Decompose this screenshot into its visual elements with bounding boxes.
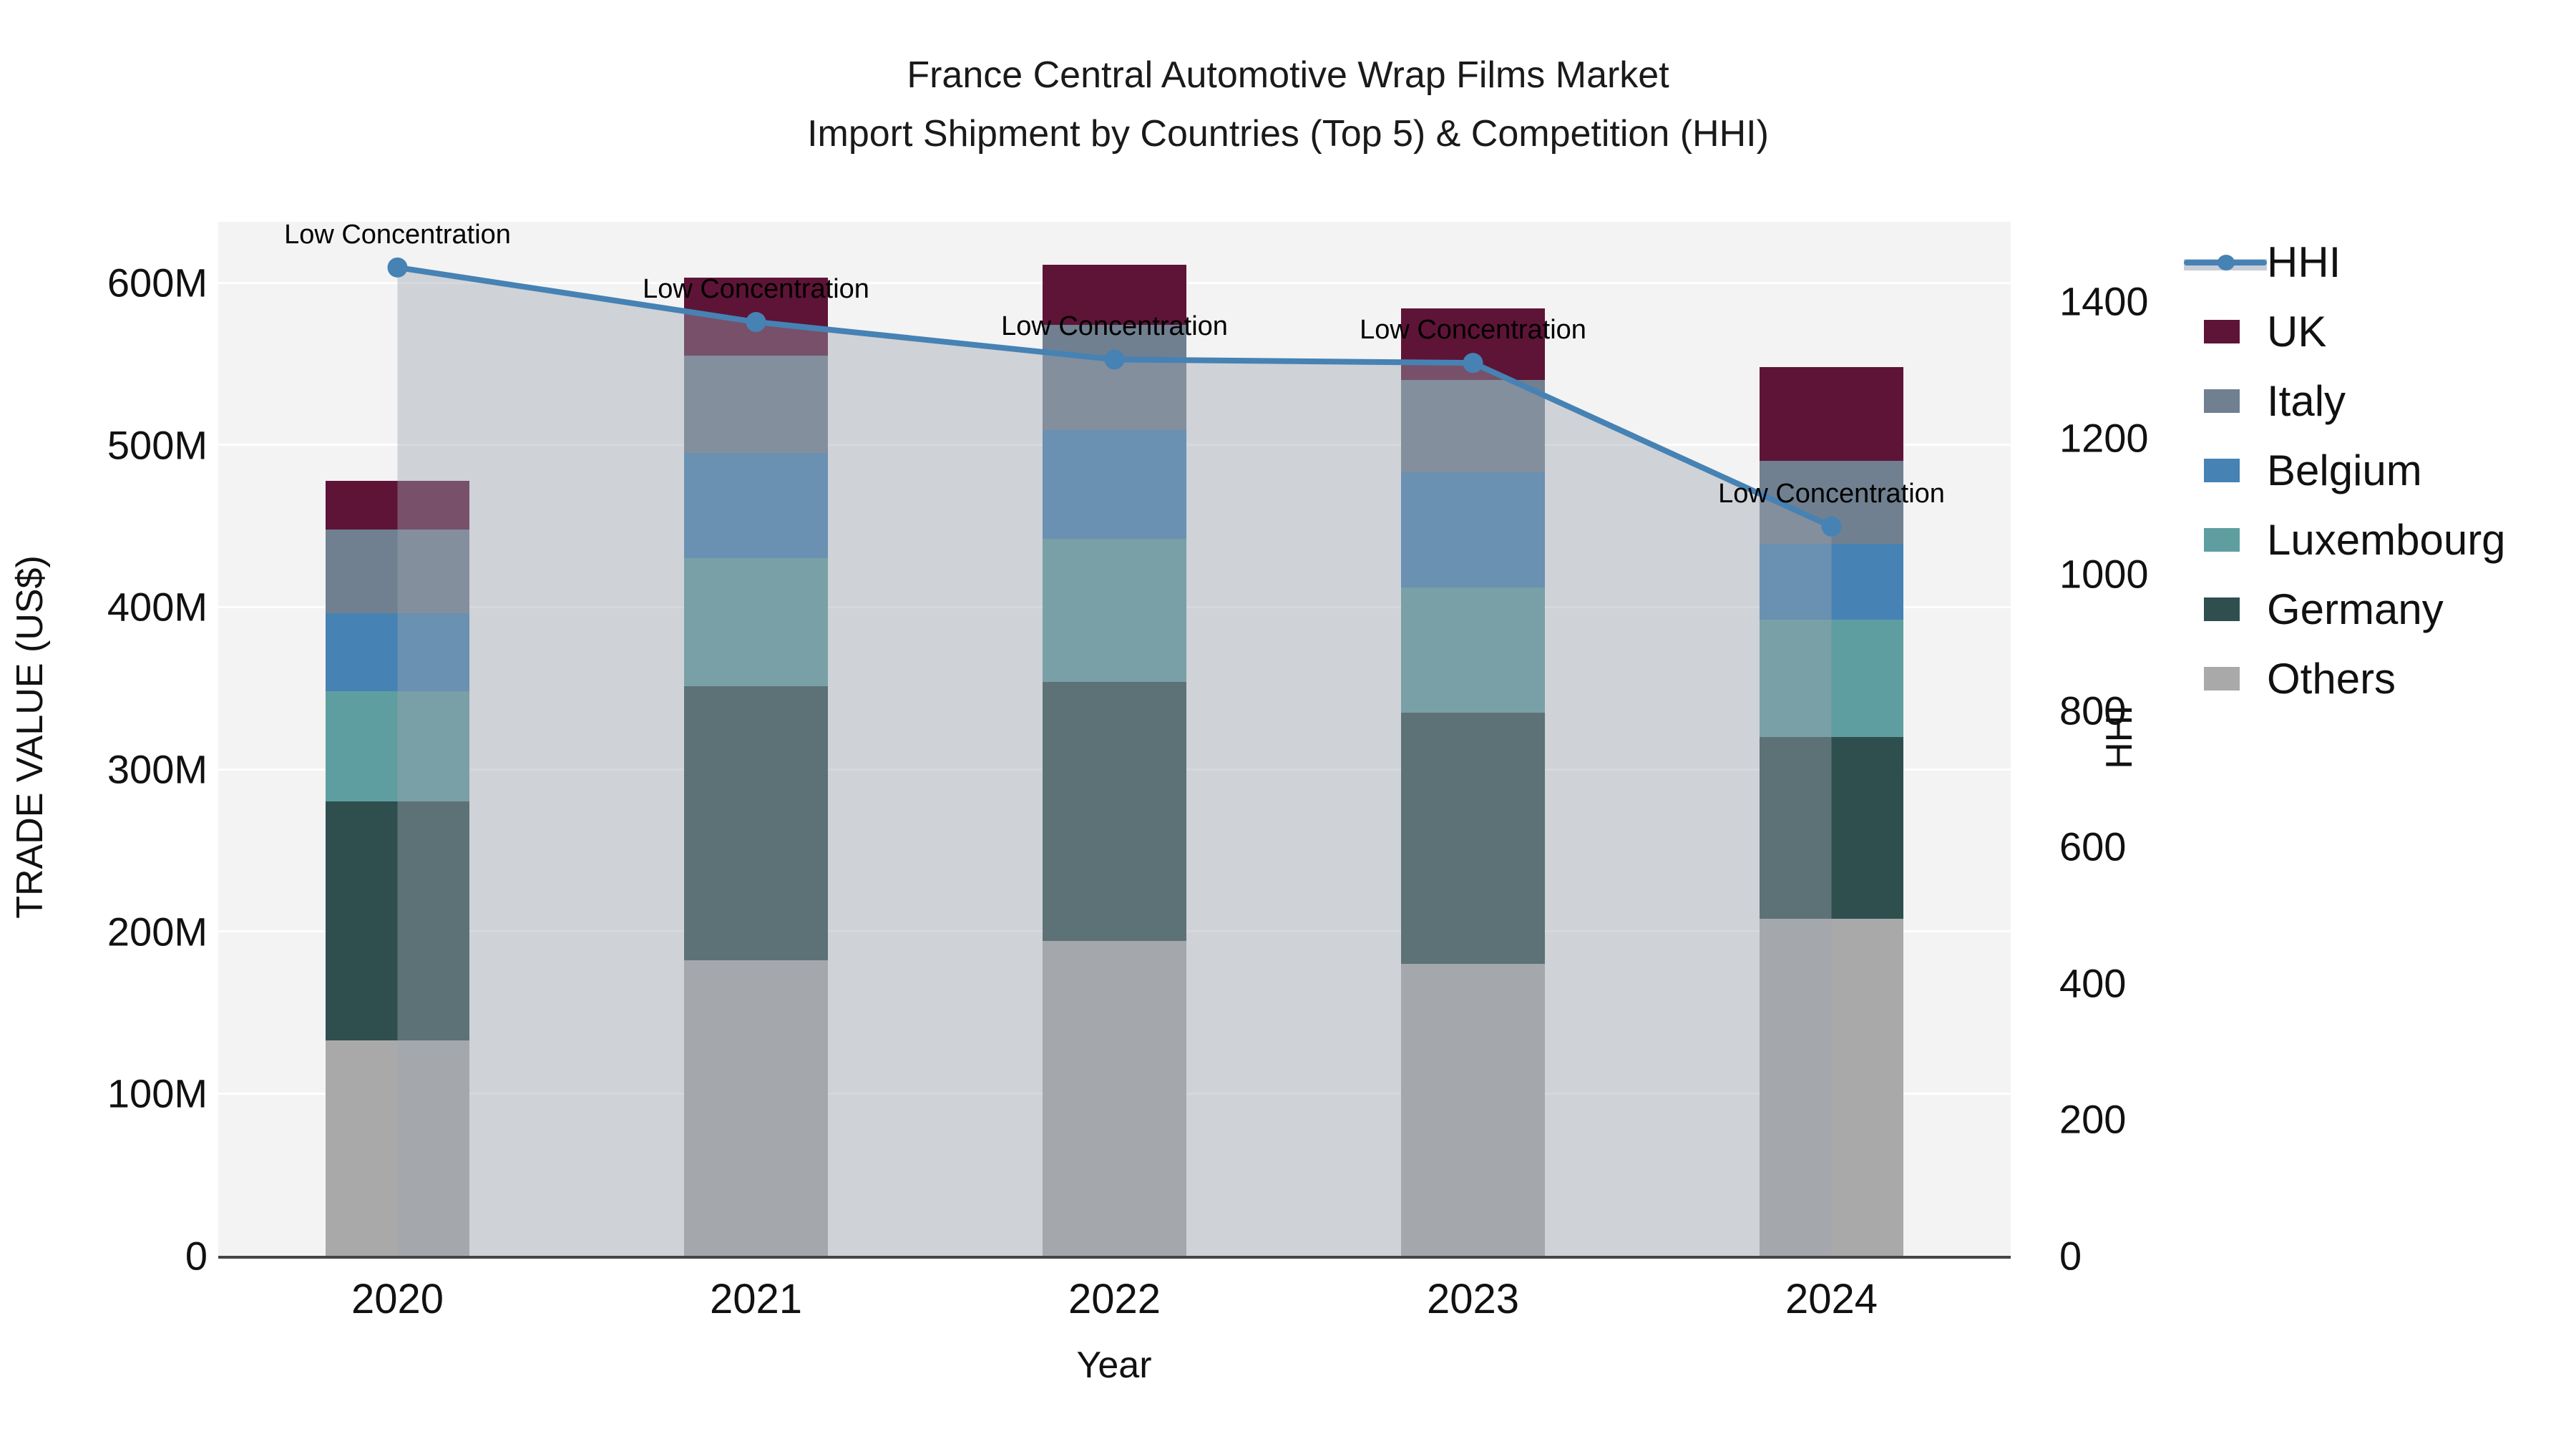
hhi-line-overlay xyxy=(387,257,1842,1256)
bar-segment-2020-luxembourg xyxy=(326,691,469,802)
bar-segment-2020-germany xyxy=(326,801,469,1040)
bar-segment-2022-luxembourg xyxy=(1043,539,1186,682)
legend-label-others: Others xyxy=(2267,655,2396,703)
bar-segment-2020-others xyxy=(326,1040,469,1256)
y-left-tick-300M: 300M xyxy=(107,746,208,792)
bar-segment-2024-uk xyxy=(1760,366,1903,462)
x-axis-title: Year xyxy=(1076,1345,1152,1386)
y-left-tick-200M: 200M xyxy=(107,909,208,955)
bar-segment-2022-belgium xyxy=(1043,430,1186,540)
x-tick-2021: 2021 xyxy=(709,1276,803,1322)
legend-label-italy: Italy xyxy=(2267,377,2346,425)
legend-swatch-belgium xyxy=(2204,459,2240,482)
hhi-marker-2021 xyxy=(746,312,766,333)
bar-segment-2024-germany xyxy=(1760,736,1903,919)
y-right-tick-400: 400 xyxy=(2059,960,2127,1006)
legend-label-belgium: Belgium xyxy=(2267,447,2422,494)
y-right-tick-1200: 1200 xyxy=(2059,415,2149,461)
legend: HHI UK Italy Belgium Luxembourg Germany Others xyxy=(2184,228,2576,713)
bar-segment-2024-others xyxy=(1760,918,1903,1256)
y-left-tick-600M: 600M xyxy=(107,260,208,306)
legend-item-hhi[interactable]: HHI xyxy=(2184,228,2576,297)
bar-segment-2023-italy xyxy=(1401,380,1545,473)
legend-label-uk: UK xyxy=(2267,308,2327,356)
bar-segment-2022-germany xyxy=(1043,681,1186,942)
bar-segment-2020-italy xyxy=(326,529,469,614)
legend-item-belgium[interactable]: Belgium xyxy=(2184,436,2576,505)
y-right-tick-1000: 1000 xyxy=(2059,551,2149,597)
bar-segment-2023-belgium xyxy=(1401,472,1545,588)
legend-label-germany: Germany xyxy=(2267,585,2444,633)
legend-label-hhi: HHI xyxy=(2267,238,2341,286)
legend-item-others[interactable]: Others xyxy=(2184,644,2576,713)
legend-swatch-germany xyxy=(2204,597,2240,621)
legend-swatch-italy xyxy=(2204,389,2240,413)
hhi-symbol-dot xyxy=(2218,255,2235,270)
annotation-2022: Low Concentration xyxy=(1001,311,1228,342)
bar-segment-2021-germany xyxy=(684,686,828,961)
y-left-tick-100M: 100M xyxy=(107,1070,208,1116)
legend-swatch-others xyxy=(2204,667,2240,691)
x-tick-2022: 2022 xyxy=(1068,1276,1161,1322)
annotation-2021: Low Concentration xyxy=(643,274,869,305)
legend-line-symbol xyxy=(2184,250,2267,274)
hhi-marker-2024 xyxy=(1821,516,1842,537)
bar-segment-2022-italy xyxy=(1043,324,1186,431)
hhi-marker-2020 xyxy=(387,257,408,278)
annotation-2020: Low Concentration xyxy=(284,219,511,250)
legend-item-luxembourg[interactable]: Luxembourg xyxy=(2184,505,2576,575)
plot-area: Low Concentration Low Concentration Low Co… xyxy=(218,219,2011,1256)
bar-segment-2022-uk xyxy=(1043,265,1186,325)
chart-title-line2: Import Shipment by Countries (Top 5) & C… xyxy=(807,113,1769,155)
bar-segment-2020-uk xyxy=(326,480,469,530)
y-right-tick-800: 800 xyxy=(2059,688,2127,733)
y-right-tick-1400: 1400 xyxy=(2059,278,2149,324)
y-axis-right-title: HHI xyxy=(2099,705,2140,769)
bar-segment-2021-luxembourg xyxy=(684,558,828,687)
hhi-marker-2023 xyxy=(1463,353,1483,374)
hhi-marker-2022 xyxy=(1104,349,1125,370)
hhi-area-fill xyxy=(397,267,1832,1256)
y-left-tick-400M: 400M xyxy=(107,584,208,630)
bar-segment-2023-luxembourg xyxy=(1401,587,1545,713)
y-right-tick-200: 200 xyxy=(2059,1096,2127,1142)
annotation-2024: Low Concentration xyxy=(1718,478,1945,509)
x-tick-2024: 2024 xyxy=(1785,1276,1878,1322)
y-left-tick-500M: 500M xyxy=(107,422,208,468)
bar-segment-2021-belgium xyxy=(684,453,828,559)
y-axis-left-title: TRADE VALUE (US$) xyxy=(9,555,51,919)
bar-segment-2021-others xyxy=(684,960,828,1256)
y-right-tick-0: 0 xyxy=(2059,1233,2082,1279)
y-left-tick-0: 0 xyxy=(185,1233,208,1279)
y-right-tick-600: 600 xyxy=(2059,824,2127,869)
bar-segment-2020-belgium xyxy=(326,613,469,692)
legend-swatch-uk xyxy=(2204,320,2240,343)
bar-segment-2024-luxembourg xyxy=(1760,620,1903,737)
bar-segment-2024-belgium xyxy=(1760,543,1903,620)
x-tick-2020: 2020 xyxy=(351,1276,444,1322)
chart-title-line1: France Central Automotive Wrap Films Mar… xyxy=(907,54,1669,96)
bar-segment-2023-germany xyxy=(1401,712,1545,964)
legend-item-italy[interactable]: Italy xyxy=(2184,366,2576,436)
legend-item-germany[interactable]: Germany xyxy=(2184,575,2576,644)
annotation-2023: Low Concentration xyxy=(1360,315,1586,346)
legend-swatch-luxembourg xyxy=(2204,528,2240,552)
x-axis-line xyxy=(218,1256,2011,1259)
x-tick-2023: 2023 xyxy=(1426,1276,1520,1322)
bar-segment-2021-italy xyxy=(684,356,828,453)
bar-segment-2023-others xyxy=(1401,964,1545,1256)
bar-segment-2022-others xyxy=(1043,941,1186,1256)
legend-label-luxembourg: Luxembourg xyxy=(2267,516,2506,564)
legend-item-uk[interactable]: UK xyxy=(2184,297,2576,366)
